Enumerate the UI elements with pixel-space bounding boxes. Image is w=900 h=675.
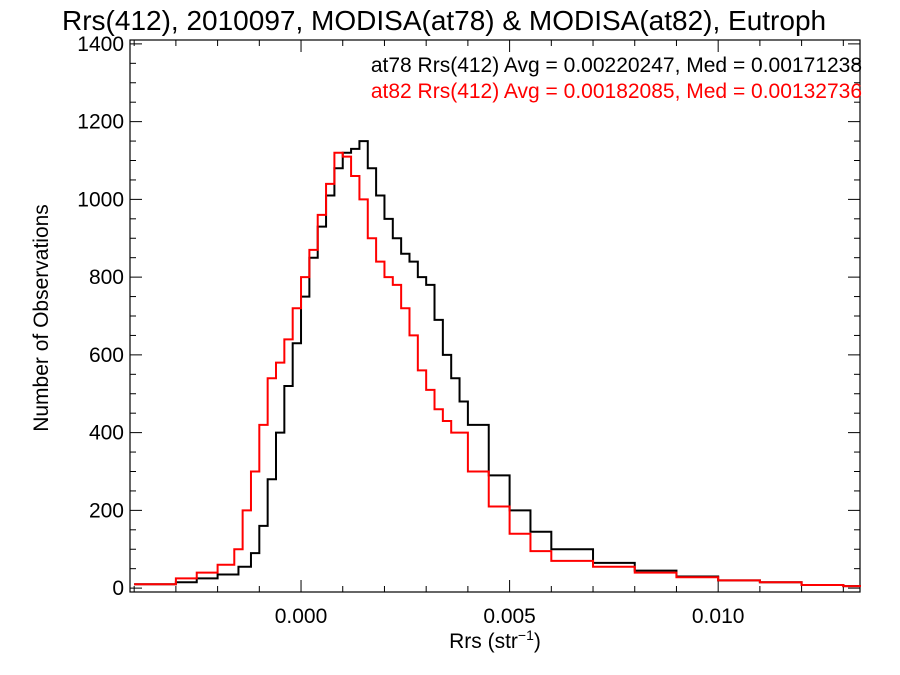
x-tick-label: 0.005 (483, 605, 536, 628)
axis-ticks: 0 200 400 600 800 1000 1200 1400 0.000 0.005 0.010 (77, 33, 860, 628)
y-tick-label: 1200 (77, 111, 124, 134)
y-tick-label: 1400 (77, 33, 124, 56)
y-tick-label: 1000 (77, 188, 124, 211)
x-axis-label-sup: −1 (518, 627, 534, 643)
x-axis-label-close: ) (534, 630, 541, 653)
y-tick-label: 800 (89, 266, 124, 289)
legend-at78: at78 Rrs(412) Avg = 0.00220247, Med = 0.… (371, 54, 862, 77)
x-axis-label-main: Rrs (str (449, 630, 518, 653)
chart-title: Rrs(412), 2010097, MODISA(at78) & MODISA… (62, 5, 826, 36)
series-layer (134, 140, 861, 588)
plot-frame (129, 39, 861, 593)
x-tick-label: 0.010 (692, 605, 745, 628)
y-tick-label: 0 (112, 577, 124, 600)
series-line-at78 (134, 140, 861, 588)
legend-at82: at82 Rrs(412) Avg = 0.00182085, Med = 0.… (371, 80, 862, 103)
y-tick-label: 200 (89, 499, 124, 522)
y-axis-label: Number of Observations (30, 204, 53, 432)
series-line-at82 (134, 151, 861, 588)
y-tick-label: 400 (89, 422, 124, 445)
y-tick-label: 600 (89, 344, 124, 367)
x-tick-label: 0.000 (275, 605, 328, 628)
x-axis-label: Rrs (str−1) (449, 627, 541, 653)
